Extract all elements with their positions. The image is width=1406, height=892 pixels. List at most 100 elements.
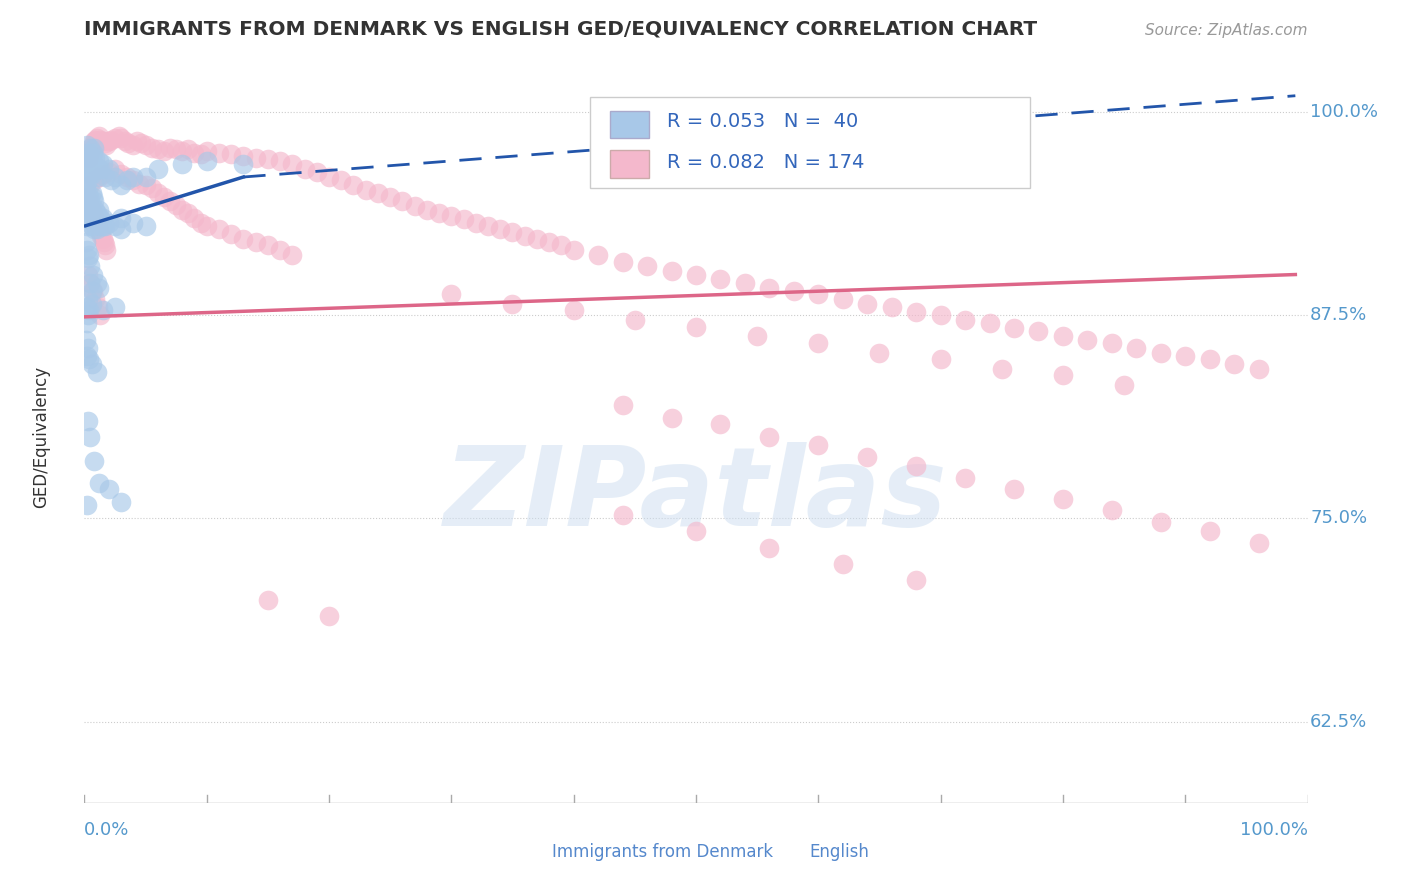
Point [404, 199, 426, 213]
Point [1198, 352, 1220, 367]
Point [905, 305, 928, 319]
Point [80, 202, 103, 217]
Point [80, 141, 103, 155]
Point [110, 222, 132, 236]
Point [97, 161, 120, 176]
Point [453, 212, 475, 227]
Point [77, 308, 100, 322]
Point [661, 264, 683, 278]
Point [77, 167, 100, 181]
Point [90, 219, 112, 233]
Point [86, 215, 108, 229]
Point [89, 308, 111, 322]
Point [1101, 503, 1123, 517]
Point [91, 232, 114, 246]
Point [1052, 329, 1074, 343]
Point [84, 292, 107, 306]
Point [77, 252, 100, 266]
Point [1223, 357, 1246, 371]
Point [94, 219, 117, 233]
Point [87, 222, 110, 236]
Point [195, 153, 218, 168]
Point [104, 131, 127, 145]
Point [82, 206, 104, 220]
Point [122, 215, 145, 229]
Point [77, 303, 100, 318]
Point [94, 169, 117, 184]
Point [77, 145, 100, 160]
Point [87, 475, 110, 490]
Point [87, 280, 110, 294]
Point [146, 142, 169, 156]
Point [122, 137, 145, 152]
Point [269, 243, 291, 257]
Point [905, 459, 928, 474]
FancyBboxPatch shape [610, 150, 650, 178]
Point [685, 524, 707, 539]
Point [1174, 349, 1197, 363]
Point [122, 169, 145, 184]
Point [257, 592, 280, 607]
Point [94, 238, 117, 252]
Point [83, 209, 105, 223]
Point [77, 153, 100, 168]
Point [77, 186, 100, 201]
Point [83, 157, 105, 171]
Point [636, 260, 658, 274]
Point [77, 173, 100, 187]
Point [991, 361, 1014, 376]
Point [807, 335, 830, 350]
Point [128, 177, 150, 191]
Point [80, 151, 103, 165]
Point [129, 136, 152, 150]
Point [79, 276, 101, 290]
FancyBboxPatch shape [515, 837, 541, 853]
Point [709, 417, 731, 431]
Point [83, 134, 105, 148]
Point [89, 211, 111, 225]
Point [979, 316, 1001, 330]
Point [86, 169, 108, 184]
Point [953, 471, 976, 485]
Point [612, 398, 634, 412]
Point [232, 232, 254, 246]
Point [929, 308, 952, 322]
Text: Immigrants from Denmark: Immigrants from Denmark [551, 843, 773, 861]
Point [77, 268, 100, 282]
Point [1052, 491, 1074, 506]
Point [141, 141, 163, 155]
FancyBboxPatch shape [589, 97, 1031, 188]
Point [86, 276, 108, 290]
Text: R = 0.082   N = 174: R = 0.082 N = 174 [666, 153, 865, 171]
Point [83, 141, 105, 155]
Point [146, 186, 169, 201]
Point [953, 313, 976, 327]
Point [75, 189, 97, 203]
Point [747, 329, 769, 343]
Point [1028, 325, 1050, 339]
Text: Source: ZipAtlas.com: Source: ZipAtlas.com [1144, 23, 1308, 38]
Point [83, 454, 105, 468]
Point [380, 189, 402, 203]
Point [82, 284, 104, 298]
Point [76, 316, 98, 330]
Point [110, 167, 132, 181]
Point [146, 161, 169, 176]
Text: 87.5%: 87.5% [1310, 306, 1367, 324]
Point [83, 222, 105, 236]
Point [77, 414, 100, 428]
Text: 0.0%: 0.0% [84, 821, 129, 839]
Point [165, 197, 187, 211]
Point [79, 199, 101, 213]
Point [110, 131, 132, 145]
Point [1150, 515, 1173, 529]
Text: English: English [810, 843, 869, 861]
Point [219, 227, 242, 241]
Point [79, 157, 101, 171]
Point [76, 169, 98, 184]
FancyBboxPatch shape [610, 111, 650, 138]
Point [183, 211, 205, 225]
Point [1247, 535, 1270, 549]
Point [79, 260, 101, 274]
Point [165, 142, 187, 156]
